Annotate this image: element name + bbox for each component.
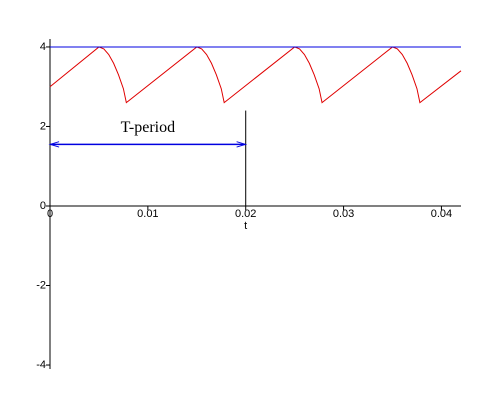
- annotation: T-period: [121, 119, 176, 136]
- y-tick-label: 0: [40, 200, 46, 212]
- y-tick-label: 4: [40, 41, 46, 53]
- x-tick-label: 0: [47, 208, 53, 220]
- x-tick-label: 0.03: [333, 208, 354, 220]
- line-series: [49, 46, 462, 104]
- x-tick-label: 0.02: [235, 208, 256, 220]
- x-axis-label: t: [244, 220, 247, 232]
- x-tick-label: 0.01: [137, 208, 158, 220]
- y-tick-label: 2: [40, 120, 46, 132]
- y-tick-label: -4: [36, 359, 46, 371]
- x-tick-label: 0.04: [431, 208, 452, 220]
- y-tick-label: -2: [36, 279, 46, 291]
